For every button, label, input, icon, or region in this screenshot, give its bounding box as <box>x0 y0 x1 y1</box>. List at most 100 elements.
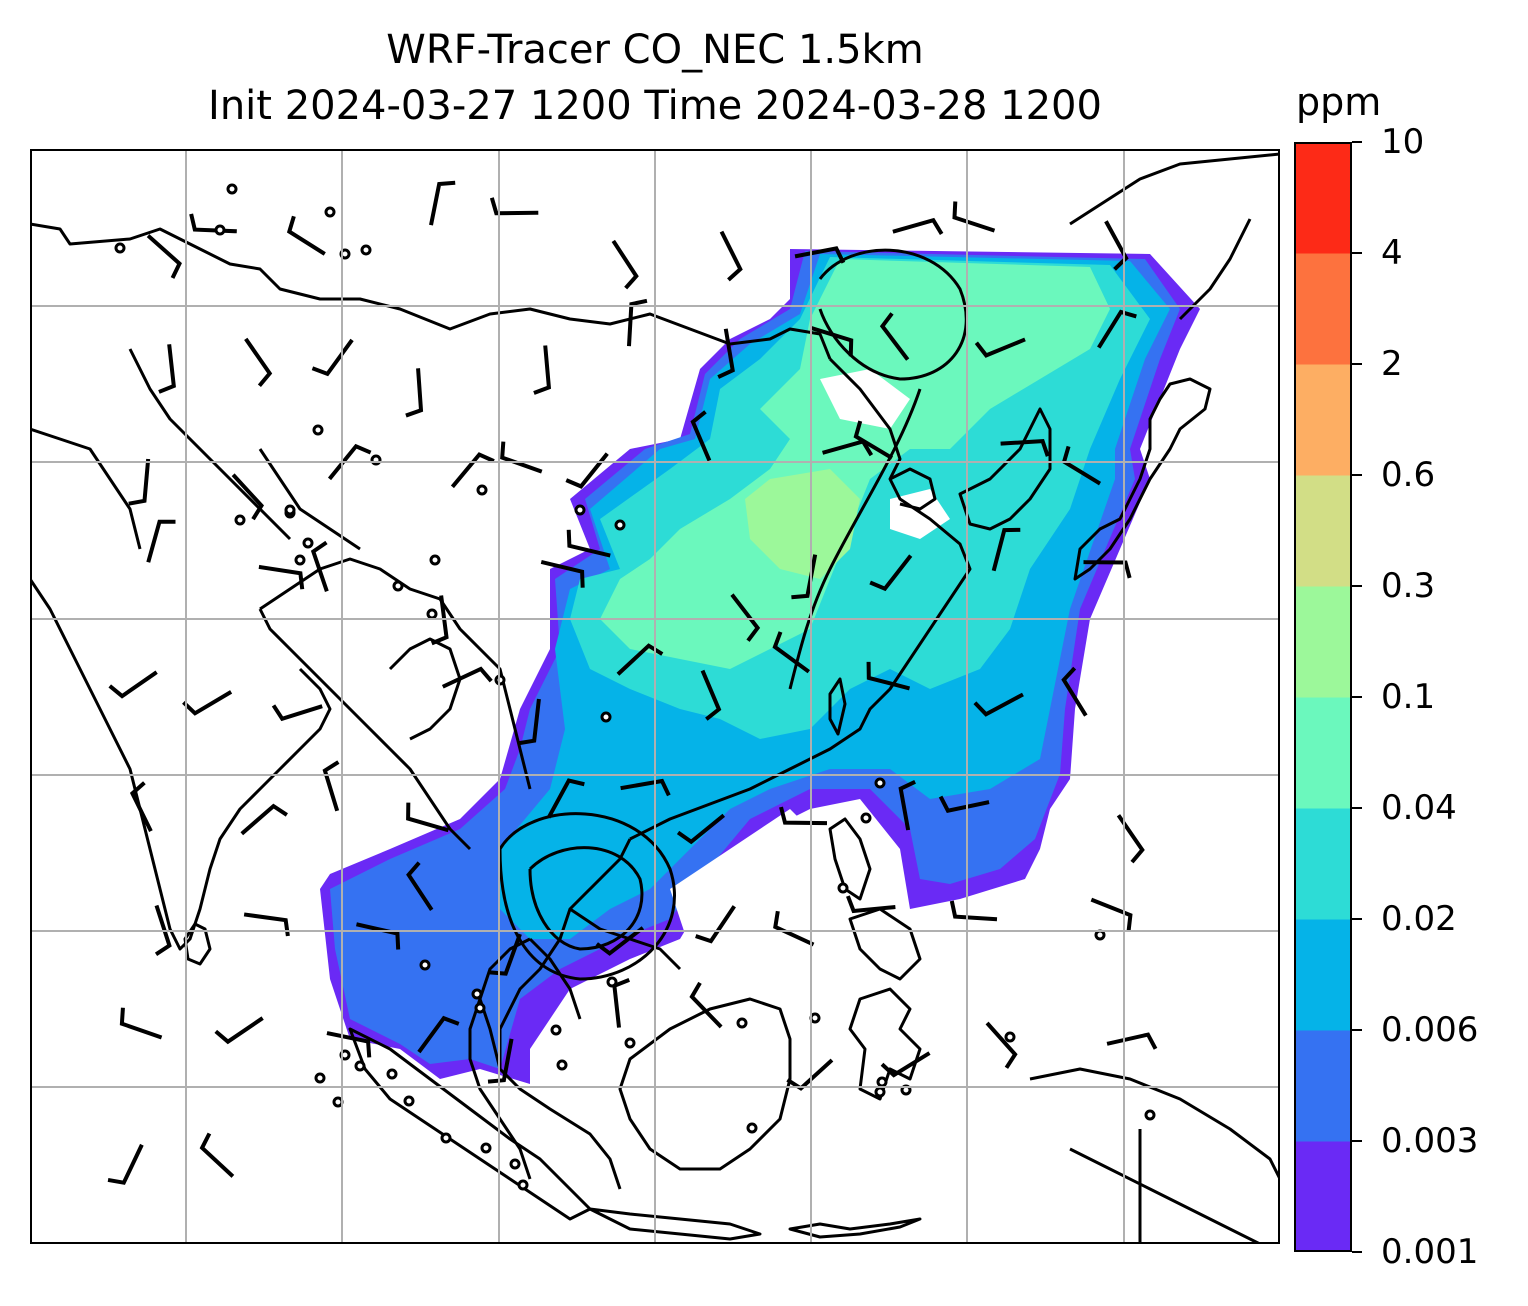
calm-wind-marker <box>614 519 626 531</box>
calm-wind-marker <box>302 537 314 549</box>
coastline-new-guinea <box>1029 1067 1280 1180</box>
colorbar-tick-label: 2 <box>1381 344 1403 384</box>
colorbar-segment <box>1294 697 1352 809</box>
wind-barb <box>626 298 648 347</box>
wind-barb <box>500 441 543 474</box>
calm-wind-marker <box>1144 1109 1156 1121</box>
wind-barb <box>430 595 449 646</box>
colorbar-tick-label: 4 <box>1381 233 1403 273</box>
colorbar-segment <box>1294 364 1352 476</box>
coastline-korea <box>958 407 1052 531</box>
wind-barb <box>595 926 645 956</box>
coastline-borneo <box>618 997 792 1171</box>
colorbar-tick-mark <box>1352 585 1362 587</box>
coastline-indochina <box>498 838 632 1190</box>
wind-barb <box>271 704 323 722</box>
colorbar-segment <box>1294 586 1352 698</box>
calm-wind-marker <box>624 1037 636 1049</box>
colorbar-tick-label: 0.001 <box>1381 1232 1479 1272</box>
calm-wind-marker <box>1094 929 1106 941</box>
contour-indochina-outer <box>498 812 676 981</box>
calm-wind-marker <box>226 183 238 195</box>
tracer-region-level-5 <box>600 259 1110 669</box>
wind-barb <box>108 670 158 699</box>
wind-barb <box>620 778 671 797</box>
colorbar-tick-label: 0.006 <box>1381 1010 1479 1050</box>
coastline-sumatra <box>348 1027 592 1221</box>
wind-barb <box>846 895 896 914</box>
wind-barbs <box>107 180 1158 1185</box>
wind-barb <box>1097 309 1137 349</box>
calm-wind-marker <box>809 1012 821 1024</box>
colorbar-tick-label: 0.02 <box>1381 899 1457 939</box>
colorbar-tick-mark <box>1352 807 1362 809</box>
colorbar-segment <box>1294 253 1352 365</box>
coastline-new-guinea-south <box>1069 1147 1261 1244</box>
map-gridlines <box>30 149 1280 1244</box>
wind-barb <box>518 698 541 746</box>
colorbar-tick-label: 0.003 <box>1381 1121 1479 1161</box>
wind-barb <box>689 981 723 1029</box>
wind-barb <box>719 230 743 282</box>
coastline-japan <box>1073 377 1212 581</box>
contour-trough <box>788 388 922 690</box>
wind-barb <box>974 337 1026 358</box>
calm-wind-marker <box>837 882 849 894</box>
calm-wind-marker <box>474 1002 486 1014</box>
border-inland-2 <box>258 448 361 551</box>
wind-barb <box>566 529 611 558</box>
calm-wind-marker <box>517 1179 529 1191</box>
colorbar-segment <box>1294 808 1352 920</box>
tracer-region-level-6 <box>745 469 860 579</box>
wind-barb <box>949 900 998 922</box>
wind-barb <box>540 559 585 588</box>
coastline-lesser-sunda <box>788 1217 922 1239</box>
calm-wind-marker <box>214 224 226 236</box>
wind-barb <box>450 452 495 489</box>
wind-barb <box>1090 897 1133 932</box>
wind-barb <box>853 420 894 460</box>
calm-wind-marker <box>419 959 431 971</box>
calm-wind-marker <box>426 608 438 620</box>
calm-wind-marker <box>234 514 246 526</box>
map-panel <box>30 149 1280 1244</box>
contour-indochina-low <box>528 846 644 951</box>
wind-barb <box>700 669 722 721</box>
colorbar-unit-label: ppm <box>1296 80 1382 124</box>
calm-wind-marker <box>574 504 586 516</box>
wind-barb <box>244 337 273 388</box>
wind-barb <box>441 666 493 689</box>
calm-wind-marker <box>874 777 886 789</box>
colorbar-tick-mark <box>1352 252 1362 254</box>
calm-wind-marker <box>360 244 372 256</box>
calm-wind-marker <box>314 1072 326 1084</box>
colorbar-tick-mark <box>1352 918 1362 920</box>
calm-wind-marker <box>550 1024 562 1036</box>
wind-barb <box>311 338 354 377</box>
wind-barb <box>129 781 153 832</box>
colorbar-tick-label: 10 <box>1381 122 1425 162</box>
wind-barb <box>327 443 372 481</box>
colorbar-segment <box>1294 475 1352 587</box>
calm-wind-marker <box>746 1122 758 1134</box>
wind-barb <box>786 1058 834 1091</box>
wind-barb <box>146 234 182 279</box>
wind-barb <box>973 692 1024 717</box>
coastline-north-border <box>30 222 832 360</box>
wind-barb <box>489 933 522 976</box>
coastline-sea-of-japan <box>1178 218 1252 321</box>
calm-wind-marker <box>874 1086 886 1098</box>
calm-wind-marker <box>876 1076 888 1088</box>
wind-barb <box>533 345 552 395</box>
colorbar-tick-mark <box>1352 141 1362 143</box>
wind-barb <box>146 519 176 563</box>
tracer-gap-3 <box>670 809 830 949</box>
wind-barb <box>866 661 911 691</box>
wind-barb <box>773 910 815 947</box>
coastline-malay <box>468 998 532 1180</box>
colorbar-tick-mark <box>1352 474 1362 476</box>
wind-barb <box>405 368 424 418</box>
calm-wind-marker <box>556 1059 568 1071</box>
calm-wind-marker <box>476 484 488 496</box>
wind-barb <box>810 325 854 357</box>
